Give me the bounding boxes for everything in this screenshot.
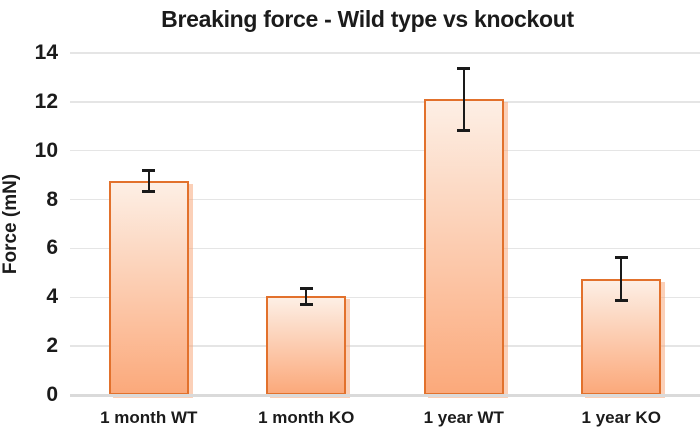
error-bar-line-1-month-ko [305,287,308,305]
x-tick-label-1-year-wt: 1 year WT [423,408,504,427]
x-tick-label-1-month-ko: 1 month KO [258,408,355,427]
y-tick-label-4: 4 [46,285,58,309]
y-tick-label-6: 6 [46,236,58,260]
error-bar-cap-bottom-1-year-wt [457,129,471,133]
bar-1-month-ko [266,296,347,395]
gridline-12 [70,101,700,103]
x-axis-line [70,394,700,397]
gridline-8 [70,198,700,201]
error-bar-line-1-year-wt [462,67,465,132]
error-bar-cap-top-1-year-wt [457,66,471,70]
y-tick-label-2: 2 [46,334,58,358]
bar-1-year-ko [581,278,662,395]
y-tick-label-8: 8 [46,187,58,211]
gridline-2 [70,345,700,347]
error-bar-cap-bottom-1-month-ko [299,302,313,306]
error-bar-cap-top-1-month-ko [299,286,313,290]
gridline-10 [70,149,700,152]
error-bar-line-1-year-ko [620,256,623,301]
x-tick-label-1-year-ko: 1 year KO [581,408,661,427]
bar-1-month-wt [108,181,189,395]
chart-title: Breaking force - Wild type vs knockout [161,6,574,32]
error-bar-cap-top-1-year-ko [614,255,628,259]
gridline-14 [70,52,700,54]
error-bar-cap-bottom-1-year-ko [614,298,628,302]
y-tick-label-0: 0 [46,383,58,406]
error-bar-cap-top-1-month-wt [142,169,156,173]
y-tick-label-14: 14 [34,41,58,64]
y-tick-label-10: 10 [34,138,58,162]
error-bar-cap-bottom-1-month-wt [142,190,156,194]
gridline-4 [70,296,700,299]
gridline-6 [70,247,700,250]
y-tick-label-12: 12 [34,89,58,113]
bar-1-year-wt [423,99,504,395]
error-bar-line-1-month-wt [147,170,150,193]
x-tick-label-1-month-wt: 1 month WT [100,408,198,427]
